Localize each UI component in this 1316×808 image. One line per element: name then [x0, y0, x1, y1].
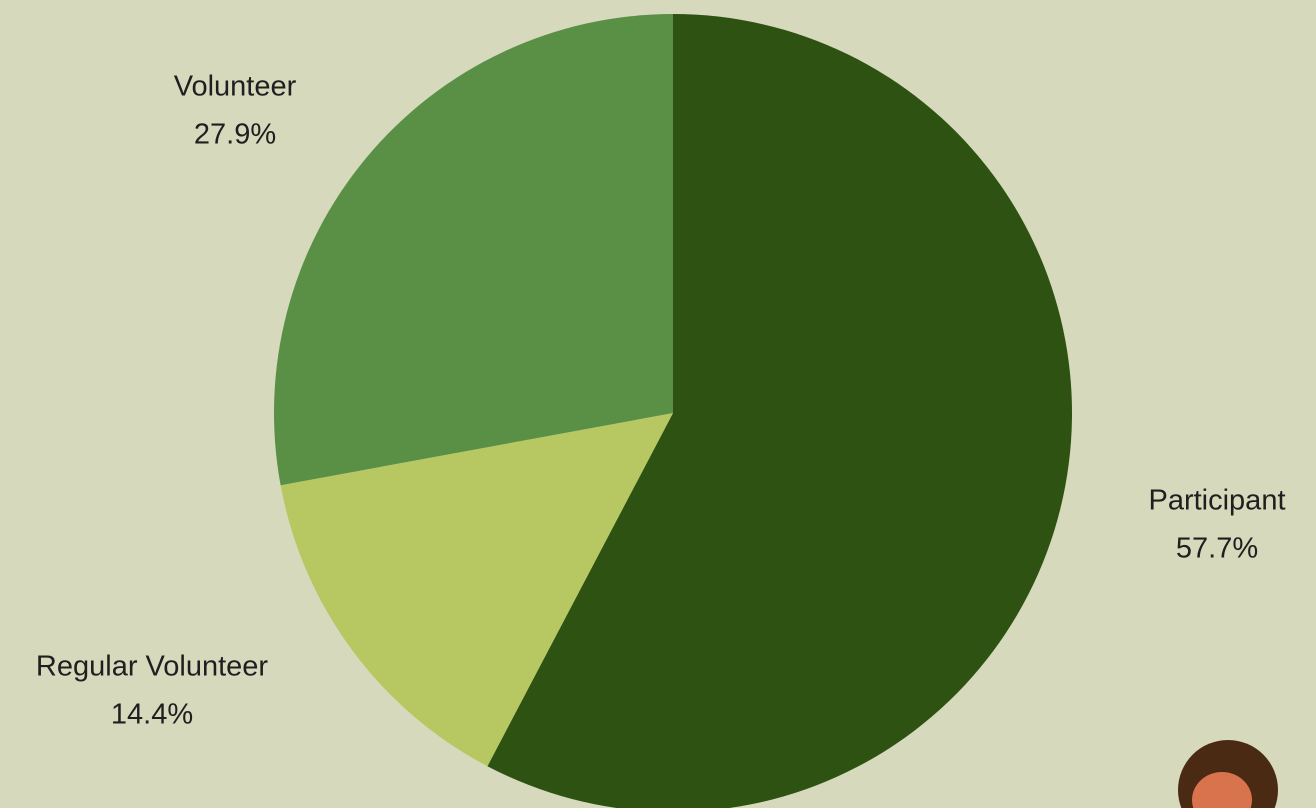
illustration — [1178, 740, 1278, 808]
slice-value-label: 14.4% — [111, 699, 193, 731]
slice-value-label: 57.7% — [1176, 533, 1258, 565]
pie-slice — [274, 14, 673, 486]
slice-value-label: 27.9% — [194, 119, 276, 151]
pie — [274, 14, 1072, 808]
pie-slice — [280, 413, 673, 767]
slice-label: Regular Volunteer — [36, 651, 268, 683]
slice-label: Participant — [1148, 485, 1285, 517]
slice-label: Volunteer — [174, 71, 297, 103]
pie-slice — [487, 14, 1072, 808]
